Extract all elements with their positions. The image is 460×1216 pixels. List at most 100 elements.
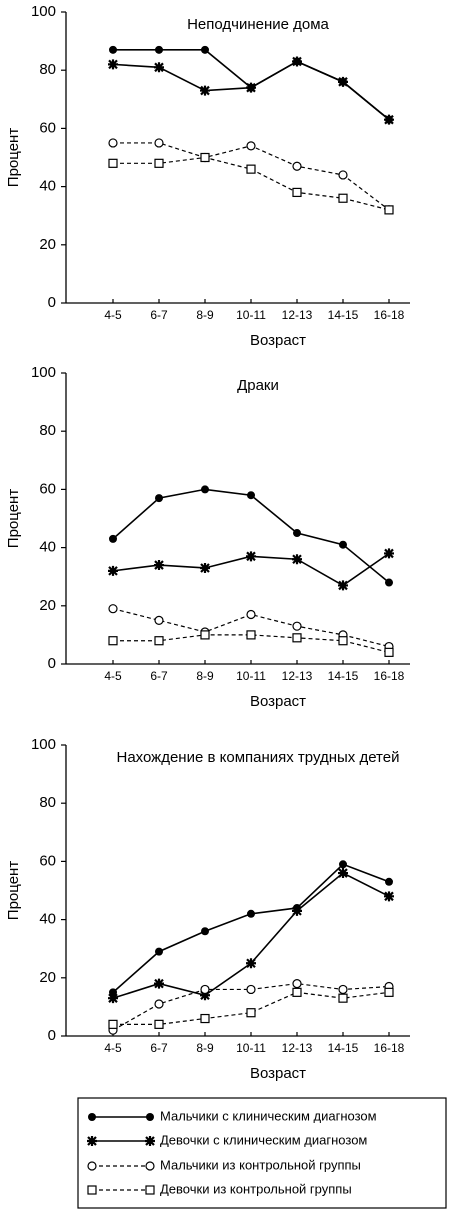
x-tick-label: 8-9 [196,669,214,683]
marker [385,578,393,587]
y-tick-label: 80 [39,794,56,811]
marker [292,905,302,916]
y-tick-label: 20 [39,969,56,986]
y-tick-label: 60 [39,852,56,869]
y-tick-label: 60 [39,119,56,136]
legend-label: Мальчики из контрольной группы [160,1157,361,1172]
y-tick-label: 40 [39,911,56,928]
marker [154,62,164,73]
marker [200,152,210,163]
legend-label: Девочки из контрольной группы [160,1181,352,1196]
y-tick-label: 20 [39,236,56,253]
marker [155,947,163,956]
marker [292,56,302,67]
marker [87,1136,97,1146]
marker [338,868,348,879]
marker [246,82,256,93]
marker [246,164,256,174]
y-tick-label: 100 [31,736,56,753]
marker [384,647,394,657]
x-tick-label: 4-5 [104,1041,122,1055]
marker [108,565,118,576]
y-tick-label: 60 [39,480,56,497]
marker [108,993,118,1004]
marker [200,562,210,573]
marker [109,45,117,54]
y-tick-label: 20 [39,597,56,614]
marker [108,636,118,646]
marker [384,987,394,997]
marker [155,494,163,503]
x-tick-label: 10-11 [236,1041,266,1055]
x-tick-label: 16-18 [374,1041,405,1055]
x-axis-label: Возраст [250,693,306,710]
x-tick-label: 12-13 [282,308,313,322]
marker [246,984,256,995]
y-axis-label: Процент [5,128,22,188]
x-tick-label: 14-15 [328,1041,359,1055]
marker [384,205,394,215]
marker [108,59,118,70]
marker [292,633,302,643]
y-tick-label: 80 [39,61,56,78]
x-tick-label: 6-7 [150,669,168,683]
marker [146,1113,154,1121]
marker [339,540,347,549]
marker [108,138,118,148]
marker [154,615,164,625]
series-line [112,863,390,993]
marker [200,630,210,640]
marker [384,114,394,125]
y-tick-label: 40 [39,178,56,195]
marker [246,551,256,562]
marker [154,158,164,168]
chart-title: Неподчинение дома [187,16,329,33]
marker [155,45,163,54]
marker [200,990,210,1001]
x-tick-label: 4-5 [104,669,122,683]
series-line [112,488,390,584]
marker [338,984,348,995]
x-tick-label: 12-13 [282,1041,313,1055]
marker [246,958,256,969]
marker [145,1136,155,1146]
y-tick-label: 0 [48,655,56,672]
y-axis-label: Процент [5,489,22,549]
marker [200,984,210,995]
marker [338,170,348,180]
x-tick-label: 10-11 [236,308,266,322]
marker [154,1019,164,1029]
marker [109,534,117,543]
marker [200,85,210,96]
x-tick-label: 16-18 [374,308,405,322]
marker [201,485,209,494]
marker [292,187,302,198]
marker [145,1161,155,1171]
x-tick-label: 12-13 [282,669,313,683]
marker [292,161,302,171]
marker [384,548,394,559]
x-axis-label: Возраст [250,332,306,349]
y-axis-label: Процент [5,861,22,921]
marker [385,877,393,886]
legend-label: Мальчики с клиническим диагнозом [160,1108,377,1123]
chart-title: Нахождение в компаниях трудных детей [117,749,400,766]
marker [109,988,117,997]
x-tick-label: 4-5 [104,308,122,322]
legend-label: Девочки с клиническим диагнозом [160,1132,367,1147]
marker [292,554,302,565]
y-tick-label: 100 [31,3,56,20]
marker [154,138,164,148]
marker [87,1161,97,1171]
marker [154,636,164,646]
chart-title: Драки [237,377,279,394]
x-tick-label: 16-18 [374,669,405,683]
marker [154,978,164,989]
x-tick-label: 10-11 [236,669,266,683]
marker [201,927,209,936]
marker [384,891,394,902]
x-tick-label: 14-15 [328,308,359,322]
x-tick-label: 8-9 [196,308,214,322]
